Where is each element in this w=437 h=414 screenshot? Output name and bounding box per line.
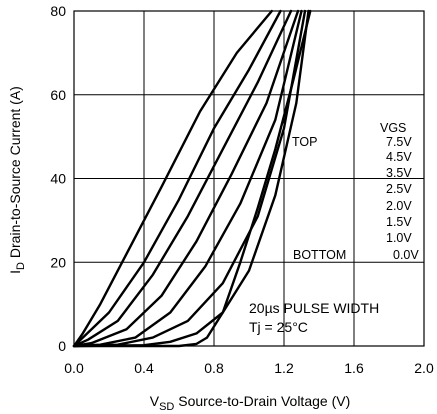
y-tick-label: 60 bbox=[50, 87, 66, 103]
series-line bbox=[72, 9, 307, 348]
x-axis-label-prefix: V bbox=[150, 393, 160, 409]
y-axis-label-prefix: I bbox=[7, 270, 23, 274]
y-tick-label: 40 bbox=[50, 171, 66, 187]
legend-entry: 1.0V bbox=[386, 231, 412, 245]
series-line bbox=[72, 9, 282, 348]
y-tick-labels: 0 20 40 60 80 bbox=[50, 3, 66, 354]
x-tick-label: 0.8 bbox=[204, 360, 224, 376]
x-tick-label: 1.6 bbox=[344, 360, 364, 376]
series-line bbox=[72, 9, 273, 348]
x-tick-label: 0.4 bbox=[134, 360, 154, 376]
series-group bbox=[72, 9, 312, 348]
series-line bbox=[72, 9, 303, 348]
x-tick-label: 1.2 bbox=[274, 360, 294, 376]
legend-entry: 2.0V bbox=[386, 199, 412, 213]
legend-top-label: TOP bbox=[292, 135, 317, 149]
x-axis-label-subscript: SD bbox=[159, 401, 174, 413]
legend-entry: 2.5V bbox=[386, 182, 412, 196]
y-axis-label: ID Drain-to-Source Current (A) bbox=[7, 86, 27, 274]
grid-lines bbox=[73, 10, 425, 347]
legend-entry: 0.0V bbox=[393, 248, 419, 262]
y-axis-label-subscript: D bbox=[15, 262, 27, 270]
y-tick-label: 20 bbox=[50, 254, 66, 270]
x-tick-label: 0.0 bbox=[64, 360, 84, 376]
plot-area-frame bbox=[73, 10, 425, 347]
legend-entry: 1.5V bbox=[386, 215, 412, 229]
series-line bbox=[72, 9, 293, 348]
x-axis-label-rest: Source-to-Drain Voltage (V) bbox=[174, 393, 350, 409]
annotation-temperature: Tj = 25°C bbox=[249, 319, 308, 335]
series-line bbox=[72, 9, 300, 348]
annotation-pulse-width: 20µs PULSE WIDTH bbox=[249, 300, 379, 316]
y-axis-label-rest: Drain-to-Source Current (A) bbox=[7, 86, 23, 262]
legend-entry: 4.5V bbox=[386, 150, 412, 164]
legend-entry: 7.5V bbox=[386, 135, 412, 149]
y-tick-label: 0 bbox=[58, 338, 66, 354]
x-tick-label: 2.0 bbox=[414, 360, 434, 376]
legend-entry: 3.5V bbox=[386, 166, 412, 180]
x-tick-labels: 0.0 0.4 0.8 1.2 1.6 2.0 bbox=[64, 360, 434, 376]
legend-bottom-label: BOTTOM bbox=[293, 248, 346, 262]
y-tick-label: 80 bbox=[50, 3, 66, 19]
legend-header: VGS bbox=[380, 121, 406, 135]
legend-entries: 7.5V4.5V 3.5V 2.5V 2.0V 1.5V 1.0V 0.0V bbox=[386, 135, 419, 262]
x-axis-label: VSD Source-to-Drain Voltage (V) bbox=[150, 393, 350, 413]
series-line bbox=[72, 9, 312, 348]
